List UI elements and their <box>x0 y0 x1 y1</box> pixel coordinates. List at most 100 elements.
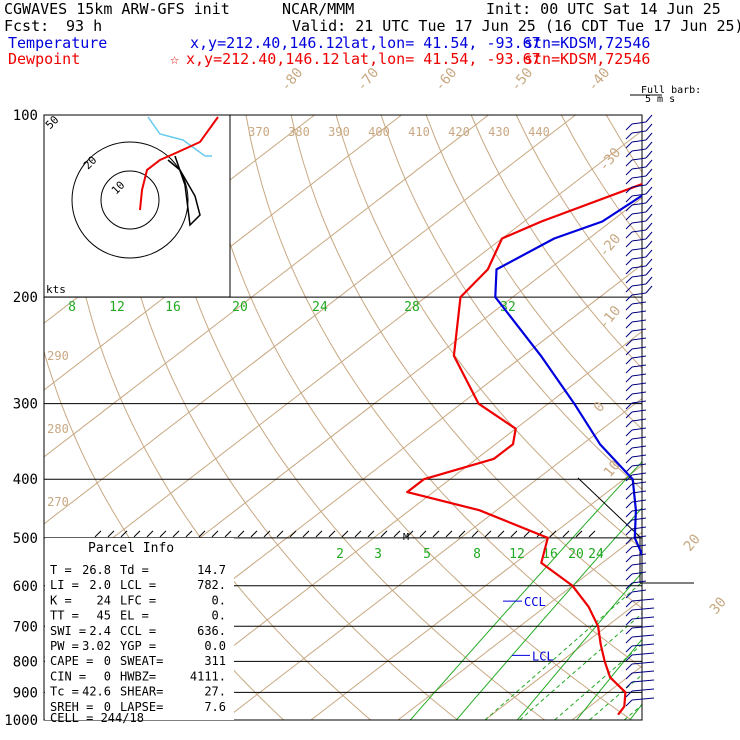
pressure-tick-label: 800 <box>13 654 38 670</box>
wind-barb <box>645 150 653 159</box>
freezing-hatch <box>302 530 310 538</box>
valid-time: Valid: 21 UTC Tue 17 Jun 25 (16 CDT Tue … <box>292 17 740 35</box>
freezing-hatch <box>159 530 167 538</box>
parcel-field-value: 0 <box>104 700 111 714</box>
wind-barb <box>645 123 653 132</box>
wind-barb <box>631 130 647 134</box>
wind-barb <box>631 688 655 692</box>
wind-barb <box>631 139 647 143</box>
wind-barb <box>631 463 647 467</box>
wind-barb <box>631 391 647 395</box>
freezing-hatch <box>211 530 219 538</box>
theta-label: 270 <box>47 495 69 509</box>
wind-barb <box>625 195 633 203</box>
wind-barb <box>631 436 647 440</box>
freezing-hatch <box>263 530 271 538</box>
wind-barb <box>631 220 647 224</box>
wind-barb <box>631 202 647 206</box>
isotherm-label: -50 <box>508 65 537 95</box>
wind-barb <box>645 195 653 204</box>
wind-barb <box>631 382 647 386</box>
wind-barb <box>625 465 633 473</box>
wind-barb <box>631 598 655 602</box>
parcel-info-bg <box>45 538 234 720</box>
dry-adiabat <box>651 115 740 733</box>
forecast-label: Fcst: <box>4 17 50 35</box>
parcel-field-value: 4111. <box>190 669 226 683</box>
wind-barb <box>631 652 655 656</box>
parcel-field-value: 2.0 <box>89 578 111 592</box>
parcel-field-label: HWBZ= <box>120 669 156 683</box>
wind-barb <box>631 373 647 377</box>
freezing-hatch <box>224 530 232 538</box>
parcel-field-value: 0 <box>104 654 111 668</box>
wind-barb <box>625 699 633 707</box>
parcel-field-label: TT = <box>50 609 79 623</box>
isotherm-line <box>44 115 402 391</box>
mixing-ratio-label: 12 <box>509 547 525 562</box>
wind-barb <box>625 483 633 491</box>
wind-barb <box>625 438 633 446</box>
pressure-tick-label: 400 <box>13 472 38 488</box>
wind-barb <box>631 445 647 449</box>
wind-barb <box>631 625 655 629</box>
wind-barb <box>625 564 633 572</box>
wind-barb <box>631 580 647 584</box>
wind-barb <box>625 690 633 698</box>
parcel-field-value: 782. <box>197 578 226 592</box>
wind-barb <box>631 310 647 314</box>
wind-barb <box>625 375 633 383</box>
wind-barb <box>625 429 633 437</box>
wind-barb <box>625 276 633 284</box>
wind-barb <box>645 222 653 231</box>
freezing-hatch <box>380 530 388 538</box>
wind-barb <box>625 492 633 500</box>
wind-barb <box>625 159 633 167</box>
wind-barb <box>645 267 653 276</box>
mixing-ratio-label: 8 <box>473 547 481 562</box>
mixing-ratio-label: 3 <box>374 547 382 562</box>
theta-label: 440 <box>528 125 550 139</box>
wind-barb <box>645 159 653 168</box>
dry-adiabat <box>155 115 546 720</box>
wind-barb <box>625 150 633 158</box>
wind-barb <box>631 337 647 341</box>
dry-adiabat <box>245 115 642 669</box>
wind-barb <box>625 663 633 671</box>
wind-barb <box>631 526 647 530</box>
wind-barb <box>631 166 647 170</box>
lcl-label: LCL <box>532 649 554 663</box>
wind-barb <box>625 591 633 599</box>
freezing-hatch <box>406 530 414 538</box>
parcel-field-value: 45 <box>97 609 111 623</box>
isotherm-label: -30 <box>596 145 625 175</box>
isotherm-label: -10 <box>596 303 625 333</box>
freezing-hatch <box>250 530 258 538</box>
barb-legend-line1: Full barb: <box>641 85 702 96</box>
org-label: NCAR/MMM <box>282 0 355 18</box>
isotherm-label: -40 <box>585 65 614 95</box>
parcel-field-value: 636. <box>197 624 226 638</box>
wind-barb <box>631 454 647 458</box>
isotherm-label: 20 <box>681 531 704 554</box>
mixing-ratio-line <box>409 461 642 720</box>
wind-barb <box>631 535 647 539</box>
parcel-field-value: 42.6 <box>82 685 111 699</box>
wind-barb <box>645 114 653 123</box>
wind-barb <box>625 123 633 131</box>
dewpoint-xy: x,y=212.40,146.12 <box>186 50 340 68</box>
wind-barb <box>631 553 647 557</box>
freezing-hatch <box>146 530 154 538</box>
wind-barb <box>631 265 647 269</box>
hodograph-units: kts <box>46 283 66 296</box>
parcel-field-label: SREH = <box>50 700 93 714</box>
model-title: CGWAVES 15km ARW-GFS init <box>4 0 230 18</box>
mixing-ratio-label: 16 <box>542 547 558 562</box>
wind-barb <box>645 258 653 267</box>
mixing-ratio-lines <box>409 461 642 720</box>
parcel-field-label: EL = <box>120 609 149 623</box>
moist-adiabat <box>484 581 642 720</box>
parcel-field-value: 2.4 <box>89 624 111 638</box>
